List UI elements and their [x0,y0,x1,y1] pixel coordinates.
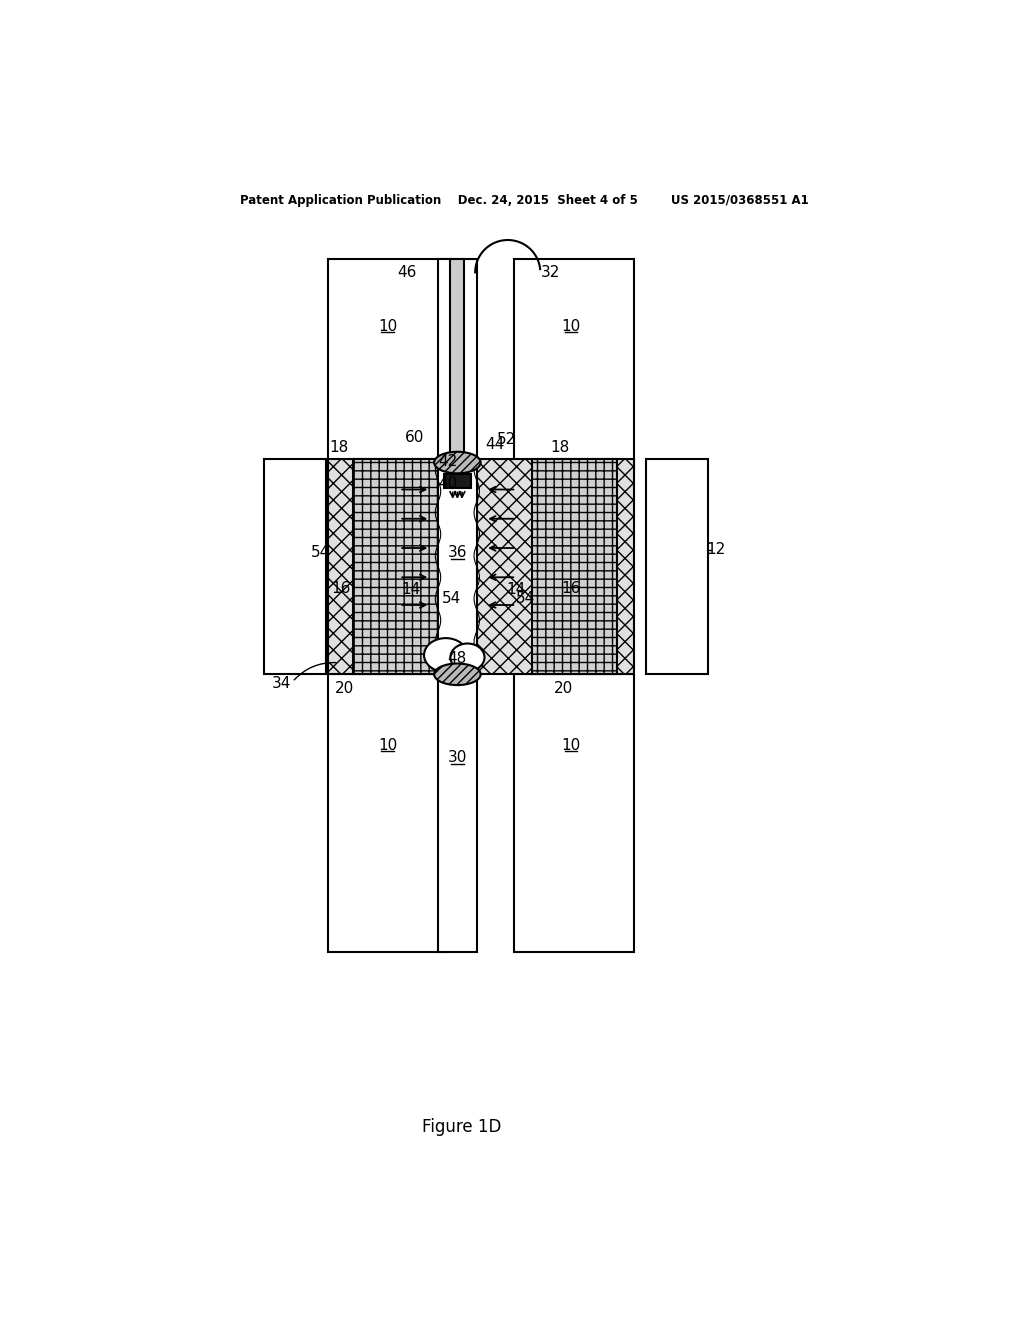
Text: Patent Application Publication    Dec. 24, 2015  Sheet 4 of 5        US 2015/036: Patent Application Publication Dec. 24, … [241,194,809,207]
Bar [328,259,449,474]
Bar [450,259,464,459]
Text: 54: 54 [442,591,462,606]
Bar [438,675,477,952]
Text: 16: 16 [561,581,581,595]
Bar [444,474,471,488]
Text: 60: 60 [406,429,424,445]
Text: 16: 16 [332,581,351,595]
Text: 32: 32 [541,265,560,280]
Text: 12: 12 [706,543,725,557]
Text: 18: 18 [550,440,569,454]
Text: 52: 52 [497,432,516,447]
Bar [514,675,634,952]
Text: 42: 42 [438,454,458,469]
Text: 48: 48 [447,651,467,667]
Bar [531,459,617,675]
Text: 34: 34 [271,676,291,692]
Text: 14: 14 [401,582,421,597]
Ellipse shape [434,664,480,685]
Text: 46: 46 [397,265,417,280]
Text: Figure 1D: Figure 1D [422,1118,501,1137]
Bar [352,459,438,675]
Text: 18: 18 [329,440,348,454]
Ellipse shape [424,638,467,672]
Bar [263,459,326,675]
Bar [646,459,708,675]
Text: 30: 30 [447,750,467,766]
Text: 40: 40 [438,475,458,491]
Text: 10: 10 [562,318,581,334]
Text: 54: 54 [516,591,536,606]
Ellipse shape [451,644,484,672]
Text: 36: 36 [447,545,467,560]
Bar [514,259,634,474]
Text: 10: 10 [378,318,397,334]
Text: 54: 54 [310,545,330,560]
Text: 10: 10 [378,738,397,752]
Bar [328,675,449,952]
Ellipse shape [434,451,480,474]
Bar [438,459,477,675]
Text: 44: 44 [485,437,505,453]
Text: 20: 20 [336,681,354,696]
Text: 10: 10 [562,738,581,752]
Text: 20: 20 [554,681,573,696]
Text: 14: 14 [506,582,525,597]
Bar [328,459,634,675]
Bar [438,259,477,459]
